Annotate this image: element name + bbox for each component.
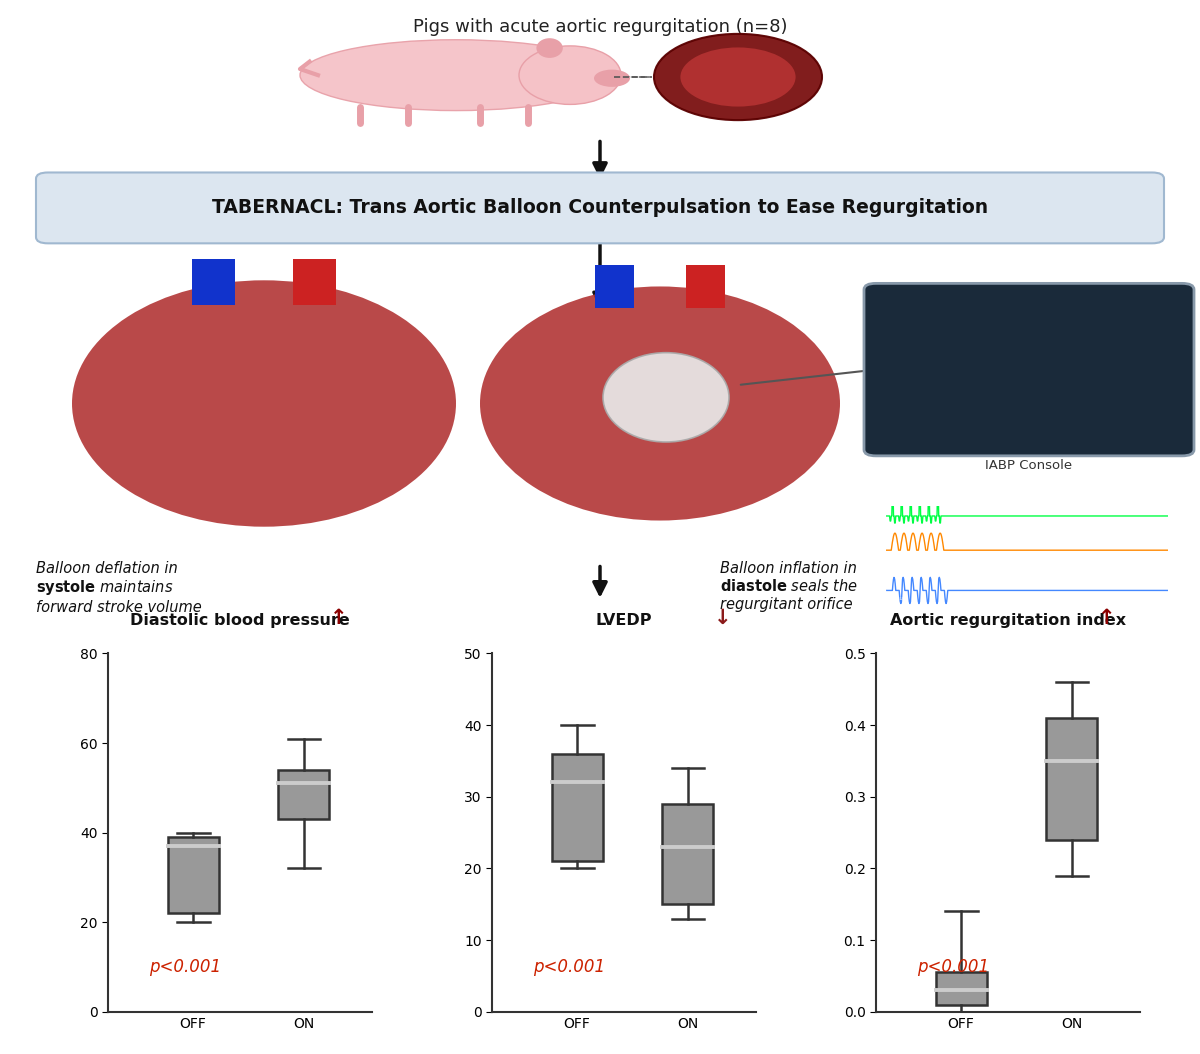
Text: Auto: Auto xyxy=(880,583,893,588)
Ellipse shape xyxy=(604,353,730,442)
Text: Normal: Normal xyxy=(880,563,900,568)
Text: Direct: Direct xyxy=(880,572,896,578)
Bar xyxy=(293,258,336,305)
FancyBboxPatch shape xyxy=(168,837,218,913)
Text: LVEDP: LVEDP xyxy=(595,613,653,628)
Bar xyxy=(595,265,634,308)
Text: ↑: ↑ xyxy=(330,608,347,628)
Ellipse shape xyxy=(594,70,630,86)
Ellipse shape xyxy=(300,40,612,111)
Text: p<0.001: p<0.001 xyxy=(917,958,989,976)
Bar xyxy=(192,258,235,305)
Text: Pigs with acute aortic regurgitation (n=8): Pigs with acute aortic regurgitation (n=… xyxy=(413,19,787,37)
Ellipse shape xyxy=(72,280,456,527)
Ellipse shape xyxy=(480,287,840,521)
Ellipse shape xyxy=(520,46,622,104)
FancyBboxPatch shape xyxy=(36,173,1164,243)
Text: Diastolic blood pressure: Diastolic blood pressure xyxy=(130,613,350,628)
Text: ↑: ↑ xyxy=(1098,608,1115,628)
Ellipse shape xyxy=(536,38,563,58)
FancyBboxPatch shape xyxy=(864,284,1194,456)
FancyBboxPatch shape xyxy=(662,804,714,904)
Text: TABERNACL: Trans Aortic Balloon Counterpulsation to Ease Regurgitation: TABERNACL: Trans Aortic Balloon Counterp… xyxy=(212,198,988,217)
FancyBboxPatch shape xyxy=(936,973,986,1004)
Text: p<0.001: p<0.001 xyxy=(533,958,605,976)
FancyBboxPatch shape xyxy=(278,769,330,819)
Text: Aortic regurgitation index: Aortic regurgitation index xyxy=(890,613,1126,628)
Text: On: On xyxy=(880,589,888,594)
Text: IABP Console: IABP Console xyxy=(985,458,1072,472)
Text: Balloon deflation in
$\mathbf{systole}$ maintains
forward stroke volume: Balloon deflation in $\mathbf{systole}$ … xyxy=(36,561,202,614)
Circle shape xyxy=(654,34,822,120)
Text: II: II xyxy=(880,552,883,558)
Text: p<0.001: p<0.001 xyxy=(149,958,221,976)
Bar xyxy=(686,265,725,308)
Text: ↓: ↓ xyxy=(714,608,731,628)
Circle shape xyxy=(680,47,796,106)
Text: Semi Auto: Semi Auto xyxy=(880,596,908,601)
FancyBboxPatch shape xyxy=(1046,718,1098,840)
FancyBboxPatch shape xyxy=(552,754,602,861)
Text: Balloon inflation in
$\mathbf{diastole}$ seals the
regurgitant orifice: Balloon inflation in $\mathbf{diastole}$… xyxy=(720,561,858,611)
